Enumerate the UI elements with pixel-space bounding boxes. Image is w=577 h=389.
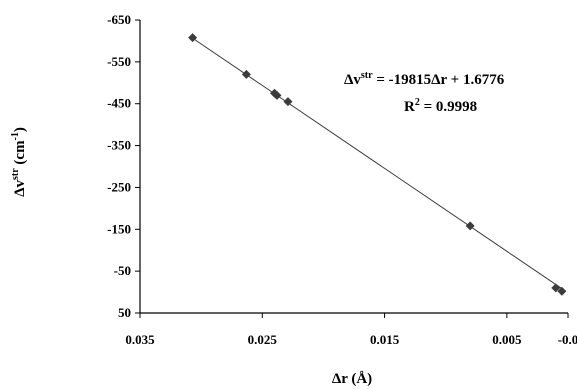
data-point xyxy=(551,283,561,293)
data-point xyxy=(241,69,251,79)
data-point xyxy=(465,221,475,231)
y-tick-label: -350 xyxy=(107,138,131,153)
x-axis-ticks: 0.035 0.025 0.015 0.005 -0.0 xyxy=(125,313,577,347)
x-tick-label: 0.005 xyxy=(492,332,522,347)
y-axis-ticks: -650 -550 -450 -350 -250 -150 -50 50 xyxy=(107,12,140,320)
x-tick-label: -0.0 xyxy=(558,332,577,347)
data-point xyxy=(283,97,293,107)
y-tick-label: -250 xyxy=(107,179,131,194)
y-tick-label: -550 xyxy=(107,54,131,69)
y-tick-label: 50 xyxy=(118,305,131,320)
x-tick-label: 0.025 xyxy=(248,332,278,347)
y-tick-label: -150 xyxy=(107,221,131,236)
y-axis-label: Δvstr (cm-1) xyxy=(10,127,28,197)
x-axis-label: Δr (Å) xyxy=(332,371,372,387)
trendline xyxy=(189,36,564,290)
r-squared-label: R2 = 0.9998 xyxy=(404,97,477,115)
y-tick-label: -50 xyxy=(114,263,131,278)
data-point xyxy=(557,286,567,296)
y-tick-label: -650 xyxy=(107,12,131,27)
y-tick-label: -450 xyxy=(107,96,131,111)
data-marks xyxy=(188,33,567,296)
data-point xyxy=(272,90,282,100)
x-tick-label: 0.015 xyxy=(370,332,400,347)
plot-area xyxy=(139,20,568,314)
trendline-equation: Δvstr = -19815Δr + 1.6776 xyxy=(344,70,505,88)
data-point xyxy=(188,33,198,43)
x-tick-label: 0.035 xyxy=(125,332,155,347)
